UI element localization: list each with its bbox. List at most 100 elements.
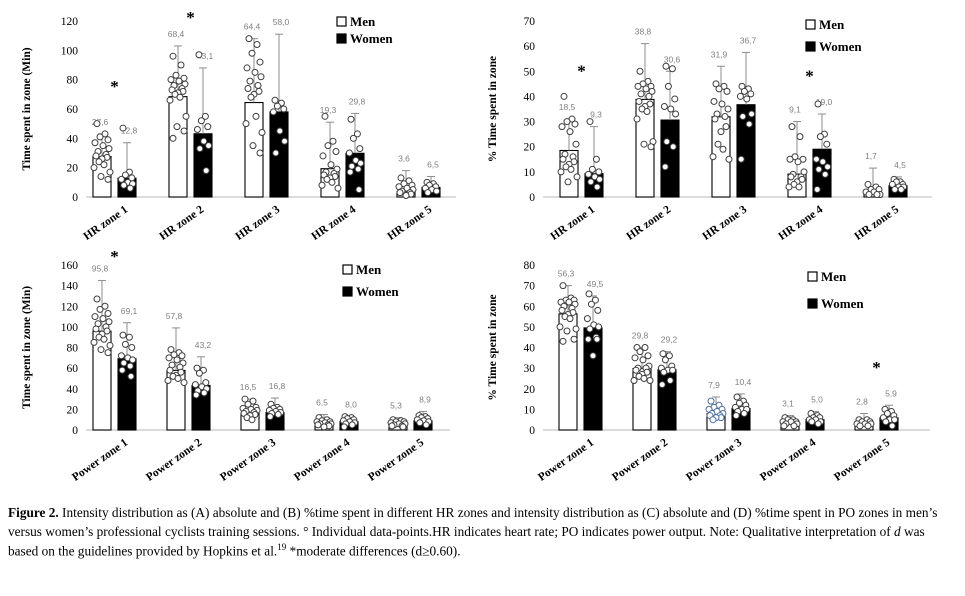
data-point-women-power-zone-1 (126, 362, 134, 370)
y-tick-label: 80 (67, 343, 79, 355)
data-point-men-power-zone-1 (90, 338, 98, 346)
significance-asterisk-hr-zone-4: * (805, 66, 814, 85)
y-tick-label: 20 (67, 404, 79, 416)
data-point-women-hr-zone-1 (586, 118, 594, 126)
data-point-men-hr-zone-1 (572, 140, 580, 148)
value-label-men-hr-zone-2: 68,4 (168, 29, 185, 39)
data-point-women-hr-zone-1 (126, 184, 134, 192)
category-label-hr-zone-2: HR zone 2 (157, 203, 206, 240)
data-point-women-hr-zone-3 (276, 127, 284, 135)
value-label-men-hr-zone-5: 3,6 (398, 154, 410, 164)
y-tick-label: 60 (524, 301, 536, 313)
data-point-women-hr-zone-4 (812, 155, 820, 163)
data-point-women-power-zone-1 (594, 306, 602, 314)
data-point-women-hr-zone-2 (663, 138, 671, 146)
data-point-men-hr-zone-4 (788, 123, 796, 131)
data-point-men-power-zone-2 (630, 377, 638, 384)
chart-panel-a: 0 20 40 60 80 100 120 Time spent in zone (Min) 2… (0, 0, 480, 240)
data-point-men-power-zone-2 (644, 352, 652, 360)
data-point-women-hr-zone-1 (587, 178, 595, 186)
category-label-power-zone-3: Power zone 3 (218, 436, 278, 483)
data-point-men-hr-zone-5 (865, 190, 873, 198)
data-point-men-power-zone-3 (707, 397, 715, 405)
category-label-power-zone-4: Power zone 4 (292, 436, 352, 483)
caption-segment: Intensity distribution as (A) absolute a… (8, 505, 938, 540)
data-point-women-hr-zone-4 (347, 115, 355, 123)
data-point-women-power-zone-1 (117, 352, 125, 360)
data-point-men-power-zone-1 (572, 325, 580, 333)
data-point-men-hr-zone-4 (329, 137, 337, 145)
data-point-women-hr-zone-3 (737, 155, 745, 163)
data-point-women-hr-zone-3 (748, 110, 756, 118)
value-label-men-hr-zone-5: 1,7 (865, 151, 877, 161)
y-tick-label: 20 (524, 384, 536, 396)
y-tick-label: 50 (524, 66, 536, 78)
y-axis-title: Time spent in zone (Min) (21, 47, 33, 170)
data-point-women-power-zone-5 (888, 422, 896, 430)
data-point-men-hr-zone-2 (643, 108, 651, 116)
y-tick-label: 120 (61, 16, 79, 28)
data-point-women-hr-zone-4 (824, 163, 832, 171)
data-point-men-power-zone-2 (639, 356, 647, 364)
legend-women-swatch (342, 286, 353, 297)
data-point-women-hr-zone-4 (357, 159, 365, 167)
data-point-men-hr-zone-1 (101, 130, 109, 138)
value-label-women-power-zone-5: 5,9 (885, 388, 897, 398)
data-point-men-hr-zone-3 (717, 128, 725, 136)
value-label-men-power-zone-4: 6,5 (316, 398, 328, 408)
category-label-hr-zone-5: HR zone 5 (385, 203, 434, 240)
chart-d-svg: 0 10 20 30 40 50 60 70 80 % Time spent in zone 56,… (487, 260, 930, 484)
legend-men-swatch (805, 19, 816, 30)
data-point-men-hr-zone-3 (722, 123, 730, 131)
data-point-women-hr-zone-2 (202, 167, 210, 175)
data-point-women-hr-zone-3 (740, 87, 748, 95)
value-label-men-hr-zone-4: 9,1 (789, 105, 801, 115)
caption-segment: Figure 2. (8, 505, 59, 520)
data-point-men-hr-zone-2 (182, 112, 190, 120)
data-point-women-hr-zone-2 (664, 82, 672, 90)
y-tick-label: 60 (524, 41, 536, 53)
data-point-women-hr-zone-5 (891, 185, 899, 193)
data-point-men-hr-zone-1 (566, 128, 574, 136)
data-point-men-hr-zone-3 (252, 112, 260, 120)
data-point-women-hr-zone-1 (588, 165, 596, 173)
data-point-men-hr-zone-3 (721, 113, 729, 121)
data-point-men-power-zone-1 (566, 315, 574, 323)
data-point-men-power-zone-2 (636, 348, 644, 356)
data-point-women-hr-zone-2 (672, 110, 680, 118)
value-label-men-power-zone-4: 3,1 (782, 399, 794, 409)
data-point-women-hr-zone-2 (661, 163, 669, 171)
value-label-women-power-zone-1: 49,5 (587, 279, 604, 289)
data-point-men-hr-zone-3 (258, 128, 266, 136)
data-point-women-hr-zone-4 (815, 165, 823, 173)
data-point-women-hr-zone-4 (349, 134, 357, 142)
legend-women-label: Women (821, 296, 864, 311)
data-point-men-hr-zone-2 (180, 127, 188, 135)
data-point-men-hr-zone-2 (175, 77, 183, 85)
data-point-men-hr-zone-2 (647, 143, 655, 151)
chart-c-svg: 0 20 40 60 80 100 120 140 160 Time spent in zone … (21, 247, 450, 484)
significance-asterisk-power-zone-5: * (872, 358, 881, 377)
data-point-men-hr-zone-5 (396, 189, 404, 197)
data-point-women-hr-zone-3 (281, 137, 289, 145)
figure-caption: Figure 2. Intensity distribution as (A) … (0, 497, 965, 561)
legend-women-label: Women (350, 31, 393, 46)
data-point-men-power-zone-2 (164, 377, 172, 384)
data-point-women-power-zone-1 (125, 333, 133, 341)
data-point-men-hr-zone-3 (714, 140, 722, 148)
data-point-men-hr-zone-1 (560, 92, 568, 100)
data-point-men-hr-zone-3 (257, 73, 265, 81)
data-point-men-hr-zone-3 (724, 105, 732, 113)
data-point-men-hr-zone-2 (635, 97, 643, 105)
y-tick-label: 40 (67, 133, 79, 145)
data-point-men-hr-zone-3 (248, 49, 256, 57)
data-point-women-power-zone-2 (669, 366, 677, 374)
data-point-men-hr-zone-3 (723, 87, 731, 95)
value-label-women-hr-zone-4: 29,8 (349, 96, 366, 106)
data-point-men-power-zone-2 (167, 346, 175, 354)
data-point-women-power-zone-1 (585, 290, 593, 298)
data-point-men-power-zone-2 (180, 379, 188, 387)
data-point-men-power-zone-1 (106, 341, 114, 349)
data-point-men-power-zone-2 (632, 366, 640, 374)
significance-asterisk-hr-zone-1: * (577, 61, 586, 80)
